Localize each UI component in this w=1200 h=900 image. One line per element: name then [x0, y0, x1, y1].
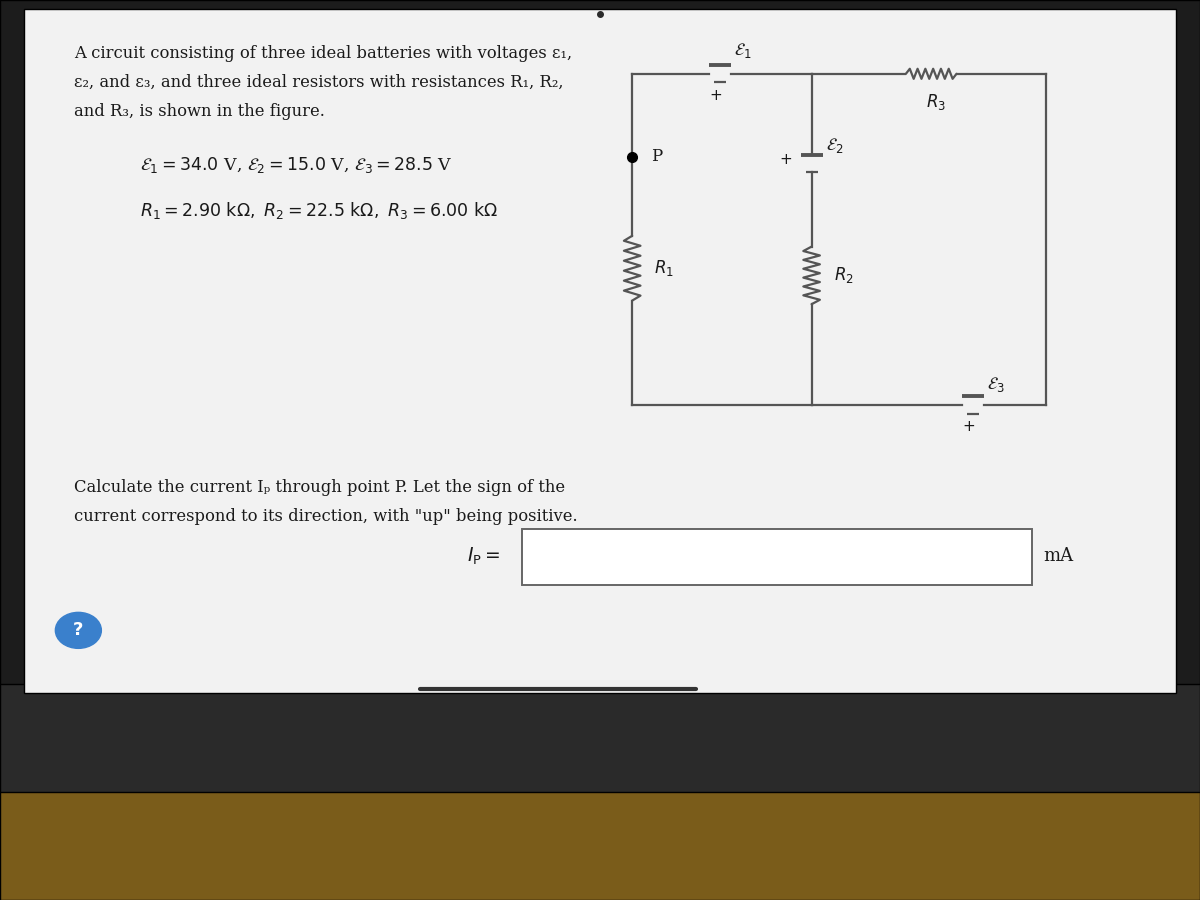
Text: $\mathcal{E}_3$: $\mathcal{E}_3$	[988, 375, 1006, 394]
FancyBboxPatch shape	[0, 765, 1200, 900]
Text: and R₃, is shown in the figure.: and R₃, is shown in the figure.	[73, 103, 325, 120]
Text: $\mathcal{E}_1 = 34.0$ V, $\mathcal{E}_2 = 15.0$ V, $\mathcal{E}_3 = 28.5$ V: $\mathcal{E}_1 = 34.0$ V, $\mathcal{E}_2…	[140, 155, 452, 176]
Text: $I_\mathrm{P} =$: $I_\mathrm{P} =$	[467, 545, 500, 567]
Circle shape	[55, 612, 101, 648]
FancyBboxPatch shape	[24, 9, 1176, 693]
Text: Calculate the current Iₚ through point P. Let the sign of the: Calculate the current Iₚ through point P…	[73, 479, 565, 496]
Text: $R_2$: $R_2$	[834, 266, 853, 285]
Text: mA: mA	[1044, 547, 1074, 565]
FancyBboxPatch shape	[522, 529, 1032, 585]
Text: $R_1$: $R_1$	[654, 258, 674, 278]
Text: +: +	[780, 152, 792, 167]
Text: A circuit consisting of three ideal batteries with voltages ε₁,: A circuit consisting of three ideal batt…	[73, 45, 572, 62]
Text: $\mathcal{E}_2$: $\mathcal{E}_2$	[827, 136, 844, 156]
Text: ?: ?	[73, 621, 84, 639]
Text: $R_1 = 2.90\ \mathrm{k\Omega},\ R_2 = 22.5\ \mathrm{k\Omega},\ R_3 = 6.00\ \math: $R_1 = 2.90\ \mathrm{k\Omega},\ R_2 = 22…	[140, 200, 498, 220]
FancyBboxPatch shape	[0, 684, 1200, 792]
Text: ε₂, and ε₃, and three ideal resistors with resistances R₁, R₂,: ε₂, and ε₃, and three ideal resistors wi…	[73, 74, 563, 91]
Text: +: +	[962, 419, 976, 434]
Text: $R_3$: $R_3$	[925, 92, 946, 112]
Text: current correspond to its direction, with "up" being positive.: current correspond to its direction, wit…	[73, 508, 577, 525]
Text: P: P	[650, 148, 662, 165]
Text: +: +	[709, 88, 722, 103]
Text: $\mathcal{E}_1$: $\mathcal{E}_1$	[734, 41, 752, 60]
